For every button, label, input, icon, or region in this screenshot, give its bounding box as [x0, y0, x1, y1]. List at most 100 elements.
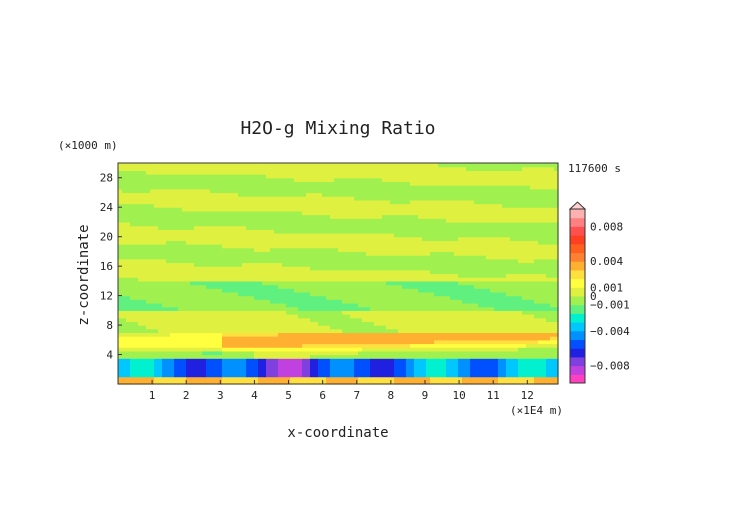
heatmap-cell [338, 255, 343, 260]
heatmap-cell [222, 258, 227, 264]
heatmap-cell [266, 295, 271, 300]
heatmap-cell [182, 310, 187, 315]
heatmap-cell [294, 225, 299, 230]
heatmap-cell [150, 192, 155, 197]
heatmap-cell [338, 232, 343, 238]
heatmap-cell [350, 185, 355, 190]
heatmap-cell [242, 177, 247, 183]
heatmap-cell [306, 332, 311, 337]
heatmap-cell [142, 218, 147, 223]
heatmap-cell [214, 240, 219, 245]
heatmap-cell [118, 185, 123, 190]
heatmap-cell [214, 328, 219, 334]
heatmap-cell [274, 244, 279, 249]
heatmap-cell [178, 273, 183, 278]
heatmap-cell [366, 188, 371, 194]
heatmap-cell [306, 247, 311, 252]
heatmap-cell [426, 380, 431, 385]
heatmap-cell [402, 251, 407, 256]
heatmap-cell [350, 192, 355, 197]
heatmap-cell [410, 214, 415, 219]
heatmap-cell [166, 347, 171, 352]
heatmap-cell [366, 225, 371, 230]
heatmap-cell [178, 361, 183, 367]
heatmap-cell [210, 244, 215, 249]
heatmap-cell [410, 380, 415, 385]
heatmap-cell [214, 365, 219, 370]
heatmap-cell [222, 240, 227, 245]
heatmap-cell [122, 284, 127, 289]
heatmap-cell [222, 365, 227, 370]
heatmap-cell [154, 170, 159, 175]
heatmap-cell [434, 291, 439, 297]
heatmap-cell [378, 317, 383, 322]
heatmap-cell [150, 277, 155, 282]
heatmap-cell [426, 177, 431, 183]
heatmap-cell [170, 376, 175, 381]
heatmap-cell [142, 188, 147, 194]
heatmap-cell [310, 225, 315, 230]
heatmap-cell [290, 376, 295, 381]
heatmap-cell [298, 361, 303, 367]
heatmap-cell [326, 170, 331, 175]
heatmap-cell [310, 214, 315, 219]
heatmap-cell [426, 207, 431, 212]
heatmap-cell [314, 380, 319, 385]
heatmap-cell [426, 288, 431, 293]
heatmap-cell [154, 310, 159, 315]
heatmap-cell [374, 262, 379, 267]
heatmap-cell [406, 240, 411, 245]
heatmap-cell [354, 343, 359, 348]
heatmap-cell [246, 170, 251, 175]
heatmap-cell [198, 210, 203, 216]
heatmap-cell [402, 361, 407, 367]
heatmap-cell [402, 336, 407, 341]
heatmap-cell [258, 221, 263, 227]
heatmap-cell [202, 240, 207, 245]
heatmap-cell [178, 221, 183, 227]
heatmap-cell [350, 361, 355, 367]
heatmap-cell [354, 174, 359, 179]
heatmap-cell [178, 310, 183, 315]
heatmap-cell [134, 336, 139, 341]
heatmap-cell [194, 380, 199, 385]
heatmap-cell [230, 232, 235, 238]
heatmap-cell [346, 358, 351, 363]
heatmap-cell [370, 269, 375, 275]
heatmap-cell [210, 310, 215, 315]
heatmap-cell [186, 380, 191, 385]
heatmap-cell [126, 306, 131, 311]
heatmap-cell [342, 339, 347, 345]
heatmap-cell [238, 244, 243, 249]
heatmap-cell [242, 288, 247, 293]
heatmap-cell [406, 295, 411, 300]
heatmap-cell [190, 188, 195, 194]
heatmap-cell [390, 262, 395, 267]
heatmap-cell [138, 185, 143, 190]
heatmap-cell [294, 284, 299, 289]
heatmap-cell [386, 310, 391, 315]
heatmap-cell [438, 354, 443, 359]
heatmap-cell [234, 229, 239, 234]
heatmap-cell [274, 376, 279, 381]
heatmap-cell [130, 255, 135, 260]
heatmap-cell [210, 258, 215, 264]
heatmap-cell [342, 199, 347, 205]
heatmap-cell [302, 262, 307, 267]
heatmap-cell [354, 339, 359, 345]
heatmap-cell [310, 350, 315, 356]
heatmap-cell [206, 174, 211, 179]
heatmap-cell [142, 295, 147, 300]
heatmap-cell [290, 229, 295, 234]
heatmap-cell [346, 277, 351, 282]
heatmap-cell [274, 266, 279, 271]
heatmap-cell [362, 332, 367, 337]
heatmap-cell [198, 214, 203, 219]
heatmap-cell [434, 262, 439, 267]
heatmap-cell [390, 380, 395, 385]
heatmap-cell [202, 380, 207, 385]
heatmap-cell [190, 372, 195, 378]
heatmap-cell [302, 269, 307, 275]
heatmap-cell [310, 317, 315, 322]
heatmap-cell [430, 358, 435, 363]
